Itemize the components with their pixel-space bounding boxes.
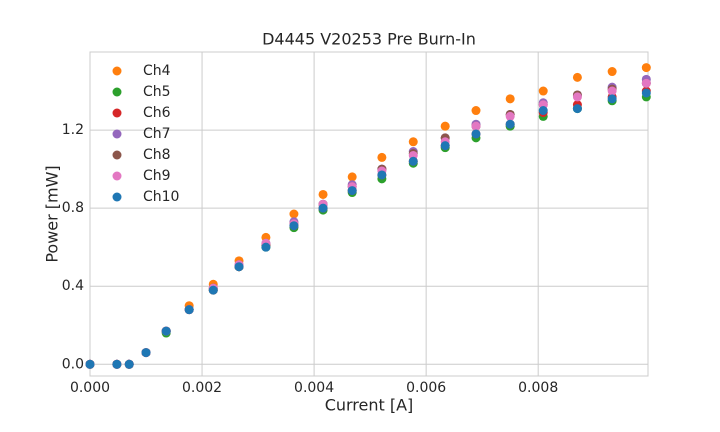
data-point	[318, 189, 328, 199]
y-tick-label: 0.0	[62, 356, 84, 372]
data-point	[607, 67, 617, 77]
data-point	[347, 172, 357, 182]
legend-label: Ch10	[143, 189, 179, 205]
data-point	[377, 170, 387, 180]
data-point	[505, 119, 515, 129]
data-point	[572, 72, 582, 82]
legend-label: Ch7	[143, 126, 171, 142]
legend-marker	[112, 150, 122, 160]
legend-marker	[112, 66, 122, 76]
data-point	[572, 92, 582, 102]
legend-label: Ch6	[143, 105, 171, 121]
data-point	[141, 348, 151, 358]
legend-marker	[112, 129, 122, 139]
data-point	[538, 86, 548, 96]
data-point	[234, 262, 244, 272]
x-tick-label: 0.006	[406, 380, 446, 396]
x-tick-label: 0.002	[182, 380, 222, 396]
data-point	[408, 137, 418, 147]
plot-area	[89, 51, 649, 377]
data-point	[505, 111, 515, 121]
data-point	[85, 359, 95, 369]
data-point	[318, 203, 328, 213]
legend-label: Ch9	[143, 168, 171, 184]
data-point	[261, 242, 271, 252]
data-point	[440, 141, 450, 151]
x-tick-label: 0.008	[518, 380, 558, 396]
data-point	[112, 359, 122, 369]
data-point	[161, 326, 171, 336]
y-tick-label: 0.8	[62, 200, 84, 216]
legend-label: Ch4	[143, 63, 171, 79]
legend-marker	[112, 108, 122, 118]
data-point	[124, 359, 134, 369]
legend-label: Ch8	[143, 147, 171, 163]
data-point	[208, 285, 218, 295]
chart-title: D4445 V20253 Pre Burn-In	[262, 30, 476, 49]
data-point	[408, 156, 418, 166]
legend-marker	[112, 192, 122, 202]
data-point	[471, 129, 481, 139]
legend-marker	[112, 87, 122, 97]
data-point	[572, 104, 582, 114]
data-point	[505, 94, 515, 104]
data-point	[184, 305, 194, 315]
x-tick-label: 0.004	[294, 380, 334, 396]
data-point	[347, 186, 357, 196]
data-point	[641, 88, 651, 98]
data-point	[641, 63, 651, 73]
y-tick-label: 1.2	[62, 122, 84, 138]
data-point	[538, 106, 548, 116]
x-tick-label: 0.000	[70, 380, 110, 396]
data-point	[440, 121, 450, 131]
data-point	[289, 209, 299, 219]
data-point	[607, 94, 617, 104]
data-point	[607, 86, 617, 96]
data-point	[289, 221, 299, 231]
y-axis-label: Power [mW]	[43, 165, 62, 262]
x-axis-label: Current [A]	[325, 396, 414, 415]
y-tick-label: 0.4	[62, 278, 84, 294]
legend-label: Ch5	[143, 84, 171, 100]
data-point	[377, 152, 387, 162]
data-point	[471, 106, 481, 116]
data-point	[641, 78, 651, 88]
data-point	[471, 121, 481, 131]
legend-marker	[112, 171, 122, 181]
